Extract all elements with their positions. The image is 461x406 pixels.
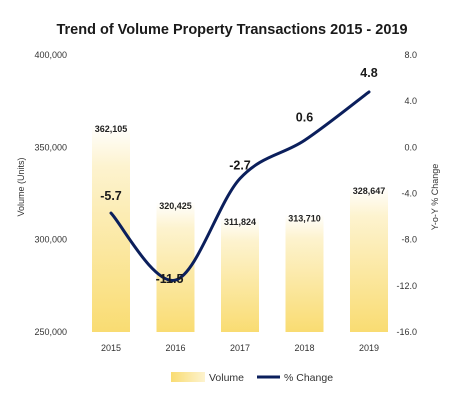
volume-bar [350, 186, 388, 332]
pct-change-data-label: -11.5 [156, 272, 184, 286]
volume-data-label: 328,647 [353, 186, 386, 196]
legend-pct-change-label: % Change [284, 372, 333, 384]
left-tick-label: 350,000 [34, 142, 67, 152]
left-tick-label: 300,000 [34, 235, 67, 245]
legend: Volume % Change [171, 372, 333, 384]
right-axis-ticks: -16.0 -12.0 -8.0 -4.0 0.0 4.0 8.0 [396, 50, 417, 337]
right-tick-label: 8.0 [404, 50, 417, 60]
volume-bars [92, 124, 388, 332]
pct-change-data-label: -5.7 [100, 189, 122, 203]
volume-data-label: 313,710 [288, 213, 321, 223]
x-axis-ticks: 2015 2016 2017 2018 2019 [101, 343, 379, 353]
right-tick-label: -16.0 [396, 327, 417, 337]
left-axis-ticks: 250,000 300,000 350,000 400,000 [34, 50, 67, 337]
x-tick-label: 2016 [165, 343, 185, 353]
right-tick-label: 4.0 [404, 96, 417, 106]
pct-change-data-label: 4.8 [360, 66, 377, 80]
volume-data-label: 311,824 [224, 217, 256, 227]
volume-data-label: 320,425 [159, 201, 192, 211]
legend-volume-label: Volume [209, 372, 244, 384]
x-tick-label: 2019 [359, 343, 379, 353]
right-tick-label: -4.0 [401, 189, 417, 199]
left-tick-label: 400,000 [34, 50, 67, 60]
chart-title: Trend of Volume Property Transactions 20… [56, 22, 407, 38]
volume-bar [285, 214, 324, 332]
right-tick-label: -8.0 [401, 235, 417, 245]
pct-change-series [109, 90, 371, 282]
y-axis-label: Volume (Units) [16, 157, 26, 216]
y2-axis-label: Y-o-Y % Change [430, 164, 440, 231]
volume-bar [92, 124, 130, 332]
volume-data-label: 362,105 [95, 124, 128, 134]
pct-change-line [109, 90, 371, 282]
right-tick-label: -12.0 [396, 281, 417, 291]
volume-data-labels: 362,105 320,425 311,824 313,710 328,647 [95, 124, 386, 227]
x-tick-label: 2018 [294, 343, 314, 353]
x-tick-label: 2015 [101, 343, 121, 353]
volume-bar [221, 217, 259, 332]
x-tick-label: 2017 [230, 343, 250, 353]
right-tick-label: 0.0 [404, 142, 417, 152]
pct-change-data-labels: -5.7 -11.5 -2.7 0.6 4.8 [100, 66, 378, 286]
left-tick-label: 250,000 [34, 327, 67, 337]
pct-change-data-label: 0.6 [296, 110, 313, 124]
volume-bar [156, 201, 195, 332]
pct-change-data-label: -2.7 [229, 158, 251, 172]
legend-volume-swatch [171, 372, 205, 382]
